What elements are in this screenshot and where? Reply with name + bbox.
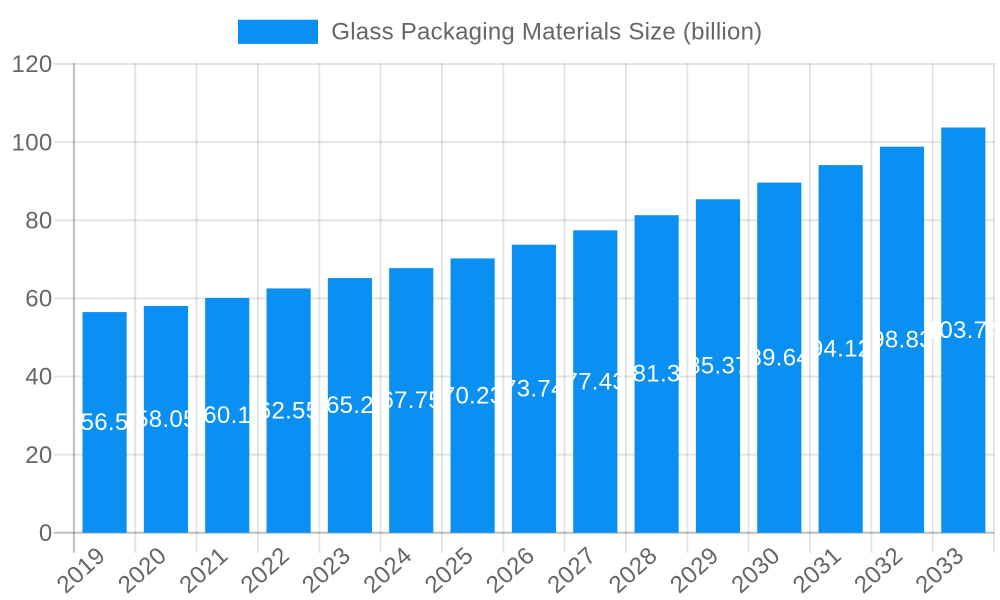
svg-text:77.43: 77.43 — [565, 368, 627, 395]
svg-text:89.64: 89.64 — [749, 344, 811, 371]
svg-text:100: 100 — [12, 129, 53, 156]
svg-text:56.5: 56.5 — [81, 409, 129, 436]
svg-text:60: 60 — [25, 286, 52, 313]
svg-text:60.1: 60.1 — [203, 402, 251, 429]
svg-text:70.23: 70.23 — [442, 382, 504, 409]
svg-text:98.83: 98.83 — [871, 326, 933, 353]
svg-text:20: 20 — [25, 442, 52, 469]
svg-text:80: 80 — [25, 207, 52, 234]
svg-text:67.75: 67.75 — [380, 387, 442, 414]
svg-text:0: 0 — [39, 520, 53, 547]
svg-text:94.12: 94.12 — [810, 336, 872, 363]
svg-text:120: 120 — [12, 51, 53, 78]
svg-text:73.74: 73.74 — [503, 375, 565, 402]
svg-text:40: 40 — [25, 364, 52, 391]
svg-text:62.55: 62.55 — [258, 397, 320, 424]
svg-text:85.37: 85.37 — [687, 353, 749, 380]
svg-text:58.05: 58.05 — [135, 406, 197, 433]
svg-text:103.74: 103.74 — [926, 317, 1000, 344]
svg-text:65.2: 65.2 — [326, 392, 374, 419]
svg-text:81.3: 81.3 — [633, 361, 681, 388]
svg-text:Glass Packaging Materials Size: Glass Packaging Materials Size (billion) — [331, 18, 762, 45]
